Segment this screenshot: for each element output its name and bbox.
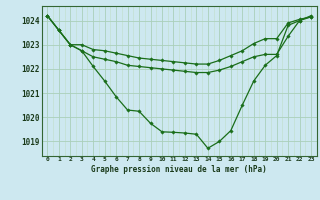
X-axis label: Graphe pression niveau de la mer (hPa): Graphe pression niveau de la mer (hPa) bbox=[91, 165, 267, 174]
